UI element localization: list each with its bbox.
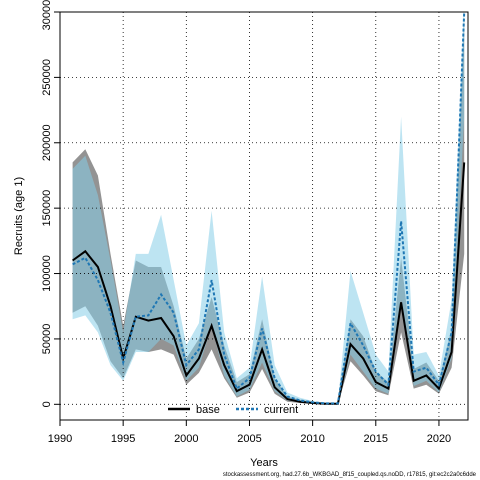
y-tick-label: 50000: [41, 324, 53, 355]
y-axis-title: Recruits (age 1): [13, 177, 25, 255]
plot-frame: [59, 11, 469, 421]
x-axis: 1990 1995 2000 2005 2010 2015 2020: [48, 420, 451, 445]
y-tick-label: 250000: [41, 59, 53, 96]
y-tick-label: 300000: [41, 0, 53, 30]
series-line-current: [72, 12, 466, 405]
x-tick-label: 1995: [111, 433, 135, 445]
y-axis: 0 50000 100000 150000 200000 250000 300000: [41, 0, 60, 407]
y-tick-label: 0: [41, 401, 53, 407]
x-tick-label: 2020: [427, 433, 451, 445]
x-tick-label: 2015: [364, 433, 388, 445]
x-axis-title: Years: [250, 457, 278, 469]
band-current: [72, 12, 465, 404]
x-tick-label: 2010: [300, 433, 324, 445]
legend-label-base: base: [196, 404, 220, 416]
y-tick-label: 200000: [41, 124, 53, 161]
x-tick-label: 2005: [237, 433, 261, 445]
x-tick-label: 2000: [174, 433, 198, 445]
confidence-bands: [72, 12, 465, 404]
legend-label-current: current: [264, 404, 298, 416]
series-lines: [72, 12, 466, 405]
y-tick-label: 150000: [41, 190, 53, 227]
footer-caption: stockassessment.org, had.27.6b_WKBGAD_8f…: [223, 472, 477, 478]
legend: base current: [168, 404, 298, 416]
y-tick-label: 100000: [41, 255, 53, 292]
x-tick-label: 1990: [48, 433, 72, 445]
